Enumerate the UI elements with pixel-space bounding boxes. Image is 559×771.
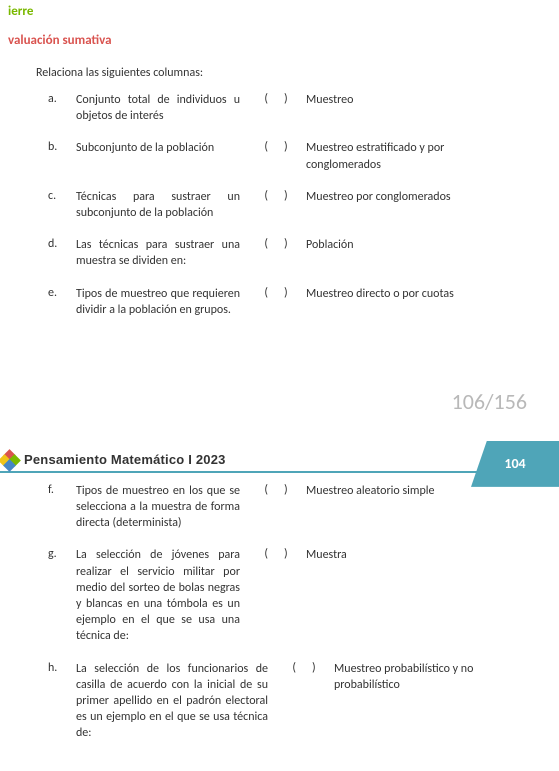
row-right-text: Muestreo probabilístico y no probabilíst…: [334, 661, 514, 693]
row-left-text: Conjunto total de individuos u objetos d…: [76, 92, 246, 124]
row-left-text: Las técnicas para sustraer una muestra s…: [76, 237, 246, 269]
row-right-text: Muestreo: [306, 92, 486, 108]
row-left-text: La selección de los funcionarios de casi…: [76, 661, 274, 742]
matching-list-top: a. Conjunto total de individuos u objeto…: [8, 92, 551, 318]
row-left-text: Tipos de muestreo en los que se seleccio…: [76, 483, 246, 532]
row-letter: h.: [48, 661, 76, 675]
row-letter: e.: [48, 286, 76, 300]
truncated-header: ierre: [8, 4, 551, 19]
matching-row: d. Las técnicas para sustraer una muestr…: [48, 237, 551, 269]
row-right-text: Muestreo estratificado y por conglomerad…: [306, 140, 486, 172]
page-break: 104 Pensamiento Matemático I 2023: [0, 451, 559, 473]
row-right-text: Muestra: [306, 547, 486, 563]
row-right-text: Población: [306, 237, 486, 253]
matching-list-bottom: f. Tipos de muestreo en los que se selec…: [8, 483, 551, 742]
diamond-logo-icon: [0, 451, 18, 469]
answer-paren[interactable]: (): [246, 547, 306, 561]
row-right-text: Muestreo por conglomerados: [306, 189, 486, 205]
row-letter: d.: [48, 237, 76, 251]
matching-row: e. Tipos de muestreo que requieren divid…: [48, 286, 551, 318]
answer-paren[interactable]: (): [246, 92, 306, 106]
matching-row: a. Conjunto total de individuos u objeto…: [48, 92, 551, 124]
row-letter: c.: [48, 189, 76, 203]
matching-row: c. Técnicas para sustraer un subconjunto…: [48, 189, 551, 221]
matching-row: g. La selección de jóvenes para realizar…: [48, 547, 551, 644]
page-counter: 106/156: [8, 388, 551, 415]
matching-row: h. La selección de los funcionarios de c…: [48, 661, 551, 742]
answer-paren[interactable]: (): [246, 189, 306, 203]
row-left-text: Tipos de muestreo que requieren dividir …: [76, 286, 246, 318]
row-right-text: Muestreo directo o por cuotas: [306, 286, 486, 302]
row-left-text: Subconjunto de la población: [76, 140, 246, 156]
answer-paren[interactable]: (): [274, 661, 334, 675]
instruction-text: Relaciona las siguientes columnas:: [36, 66, 551, 80]
section-title: valuación sumativa: [8, 33, 551, 48]
row-left-text: La selección de jóvenes para realizar el…: [76, 547, 246, 644]
row-letter: g.: [48, 547, 76, 561]
book-title: Pensamiento Matemático I 2023: [24, 452, 226, 467]
row-letter: a.: [48, 92, 76, 106]
row-right-text: Muestreo aleatorio simple: [306, 483, 486, 499]
divider-line: [0, 471, 559, 473]
row-left-text: Técnicas para sustraer un subconjunto de…: [76, 189, 246, 221]
row-letter: b.: [48, 140, 76, 154]
answer-paren[interactable]: (): [246, 140, 306, 154]
matching-row: f. Tipos de muestreo en los que se selec…: [48, 483, 551, 532]
row-letter: f.: [48, 483, 76, 497]
answer-paren[interactable]: (): [246, 286, 306, 300]
answer-paren[interactable]: (): [246, 483, 306, 497]
answer-paren[interactable]: (): [246, 237, 306, 251]
matching-row: b. Subconjunto de la población () Muestr…: [48, 140, 551, 172]
book-header: Pensamiento Matemático I 2023: [0, 451, 559, 469]
